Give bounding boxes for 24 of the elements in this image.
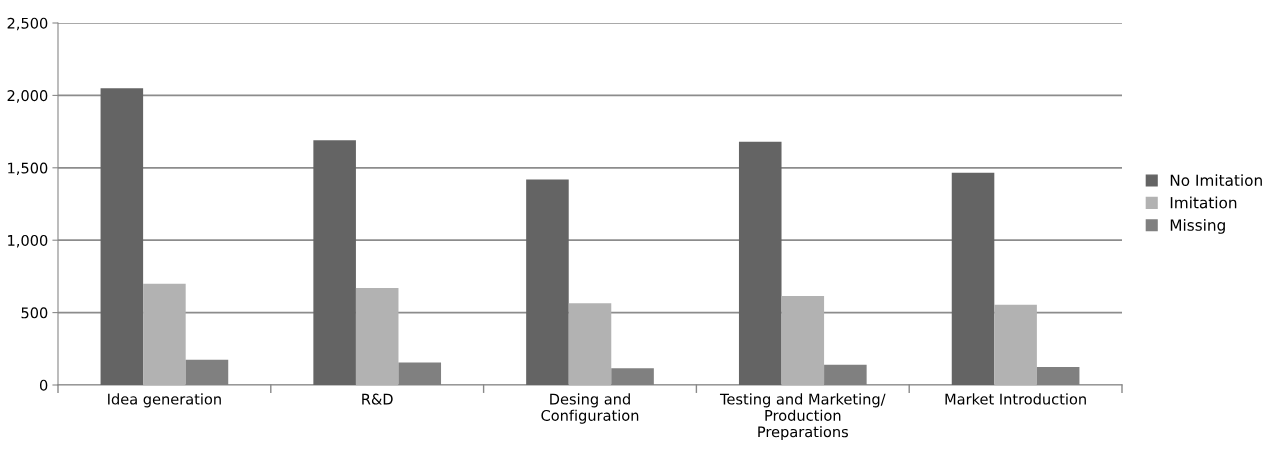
bar <box>568 303 612 385</box>
y-tick-label: 0 <box>39 379 48 391</box>
x-tick-label: Testing and Marketing/ Production Preparations <box>719 393 886 441</box>
bar <box>526 179 569 385</box>
x-tick-label: Desing and Configuration <box>541 393 639 424</box>
x-tick-label: Idea generation <box>108 393 221 408</box>
bar <box>313 140 356 385</box>
x-tick-label: Market Introduction <box>945 393 1086 405</box>
y-tick-label: 1,500 <box>8 162 48 176</box>
x-tick-label: R&D <box>362 393 393 405</box>
bar <box>100 88 144 385</box>
legend-label: Imitation <box>1170 196 1237 209</box>
y-tick-label: 1,000 <box>8 234 48 248</box>
legend-label: Missing <box>1170 219 1225 234</box>
legend-label: No Imitation <box>1170 174 1262 187</box>
bar <box>355 287 399 385</box>
bar <box>143 283 186 385</box>
bar <box>738 141 782 385</box>
y-tick-label: 2,000 <box>7 90 48 103</box>
y-tick-label: 2,500 <box>7 17 48 31</box>
y-tick-label: 500 <box>21 307 48 319</box>
bar <box>781 295 825 385</box>
bar <box>951 172 995 385</box>
bar <box>994 304 1037 385</box>
